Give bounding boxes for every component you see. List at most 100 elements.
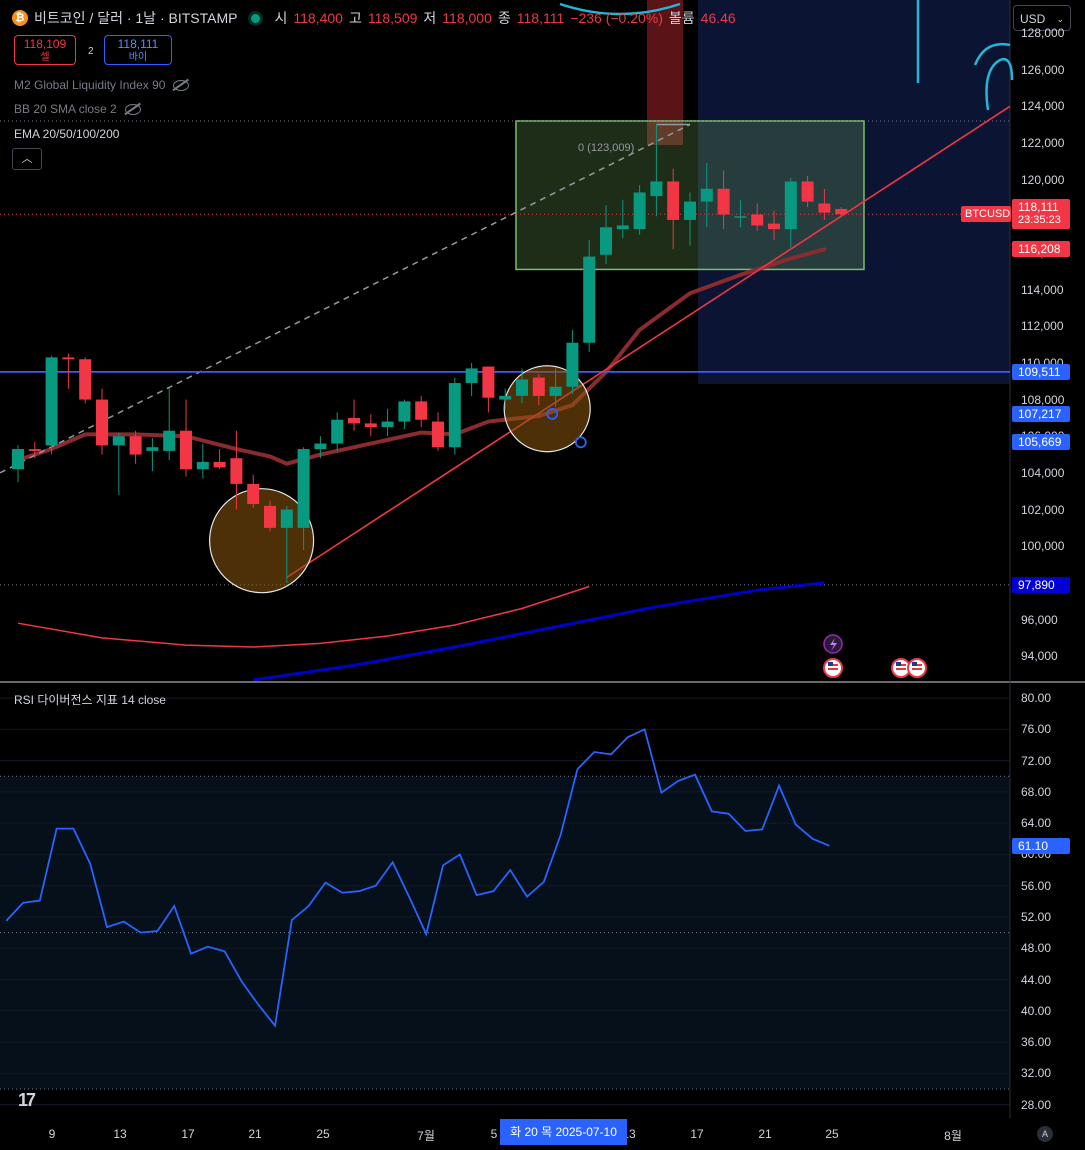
rsi-tick-label: 80.00 xyxy=(1021,691,1052,706)
open-value: 118,400 xyxy=(293,10,343,26)
price-tag-bb-mid: 107,217 xyxy=(1012,405,1070,422)
rsi-tick-label: 76.00 xyxy=(1021,722,1052,737)
candle xyxy=(96,399,108,446)
indicator-ema[interactable]: EMA 20/50/100/200 xyxy=(14,127,119,141)
open-label: 시 xyxy=(274,10,288,26)
ascending-trend-line xyxy=(286,105,1011,579)
candle xyxy=(45,357,58,446)
time-tick-label: 25 xyxy=(825,1127,839,1141)
candle xyxy=(532,377,545,396)
sell-button[interactable]: 118,109 셀 xyxy=(14,35,76,65)
candle xyxy=(600,227,612,255)
rsi-line xyxy=(5,728,830,1028)
hidden-eye-icon[interactable] xyxy=(124,103,141,115)
candle xyxy=(784,181,797,230)
flag-canton xyxy=(896,662,901,666)
candle xyxy=(180,430,192,470)
candle xyxy=(398,401,411,422)
rsi-tick-label: 68.00 xyxy=(1021,784,1052,799)
price-tag-bb-low: 105,669 xyxy=(1012,434,1070,451)
candle xyxy=(381,421,394,428)
indicator-m2[interactable]: M2 Global Liquidity Index 90 xyxy=(14,78,190,92)
candle xyxy=(499,395,512,400)
cyan-drawing-top xyxy=(559,2,681,16)
candle xyxy=(112,436,125,446)
candle xyxy=(196,461,209,470)
price-tick-label: 126,000 xyxy=(1021,62,1065,77)
candle xyxy=(331,419,344,444)
candle xyxy=(12,449,24,470)
candle xyxy=(700,188,713,202)
change-value: −236 (−0.20%) xyxy=(570,10,663,26)
high-label: 고 xyxy=(348,10,362,26)
candle xyxy=(667,181,680,220)
candle xyxy=(129,436,142,455)
close-label: 종 xyxy=(497,10,511,26)
candle xyxy=(348,417,360,424)
symbol-title[interactable]: 비트코인 / 달러 · 1날 · BITSTAMP xyxy=(34,10,238,26)
rsi-last-value-tag: 61.10 xyxy=(1012,837,1070,854)
rsi-title[interactable]: RSI 다이버전스 지표 14 close xyxy=(14,693,166,707)
candle xyxy=(835,208,848,215)
fib-level-label: 0 (123,009) xyxy=(578,142,635,154)
time-tick-label: 21 xyxy=(758,1127,772,1141)
tradingview-logo-icon[interactable]: 17 xyxy=(18,1090,36,1110)
price-tick-label: 104,000 xyxy=(1021,465,1065,480)
hidden-eye-icon[interactable] xyxy=(173,79,190,91)
low-label: 저 xyxy=(423,10,437,26)
market-open-icon xyxy=(251,13,261,23)
bar-countdown: 23:35:23 xyxy=(1018,214,1061,227)
price-tick-label: 114,000 xyxy=(1021,282,1064,297)
time-tick-label: 7월 xyxy=(417,1129,435,1143)
rsi-tick-label: 64.00 xyxy=(1021,816,1052,831)
flag-stripe xyxy=(828,668,838,670)
time-tick-label: 13 xyxy=(113,1127,127,1141)
flag-stripe xyxy=(896,668,906,670)
rsi-tick-label: 28.00 xyxy=(1021,1097,1052,1112)
time-tick-label: 5 xyxy=(490,1127,498,1141)
price-tag-ema-short: 116,208 xyxy=(1012,241,1070,258)
candle xyxy=(264,505,276,528)
ema-200-line xyxy=(252,581,825,682)
price-tick-label: 102,000 xyxy=(1021,502,1065,517)
collapse-legend-button[interactable]: ︿ xyxy=(12,148,42,170)
time-tick-label: 17 xyxy=(690,1127,704,1141)
candle xyxy=(583,256,596,343)
rsi-tick-label: 36.00 xyxy=(1021,1035,1052,1050)
bb-basis-line xyxy=(16,247,827,466)
time-tick-label: 21 xyxy=(248,1127,262,1141)
candle xyxy=(566,342,579,387)
candle xyxy=(684,201,696,220)
candle xyxy=(163,430,176,451)
flag-stripe xyxy=(912,668,922,670)
projection-zone xyxy=(698,0,1010,384)
chevron-down-icon: ⌄ xyxy=(1056,14,1064,24)
price-tick-label: 128,000 xyxy=(1021,25,1065,40)
currency-select[interactable]: USD ⌄ xyxy=(1013,5,1071,31)
candle xyxy=(297,449,310,528)
candle xyxy=(482,366,495,398)
candle xyxy=(801,181,814,202)
indicator-m2-label: M2 Global Liquidity Index 90 xyxy=(14,78,166,92)
flag-canton xyxy=(828,662,833,666)
time-tick-label: 17 xyxy=(181,1127,195,1141)
candle xyxy=(247,483,260,505)
candle xyxy=(213,461,226,468)
candle xyxy=(146,447,159,451)
candle xyxy=(230,458,243,484)
rsi-tick-label: 72.00 xyxy=(1021,753,1052,768)
time-tick-label: 9 xyxy=(48,1127,56,1141)
buy-button[interactable]: 118,111 바이 xyxy=(104,35,172,65)
close-value: 118,111 xyxy=(516,10,565,26)
bb-low-marker xyxy=(574,436,587,449)
auto-scale-button[interactable]: A xyxy=(1037,1126,1053,1142)
sell-price: 118,109 xyxy=(23,37,67,51)
indicator-ema-label: EMA 20/50/100/200 xyxy=(14,127,120,141)
price-tick-label: 122,000 xyxy=(1021,135,1065,150)
cyan-drawing-arc xyxy=(973,42,1014,111)
indicator-bb[interactable]: BB 20 SMA close 2 xyxy=(14,102,141,116)
chevron-up-icon: ︿ xyxy=(21,153,33,165)
high-value: 118,509 xyxy=(367,10,418,26)
